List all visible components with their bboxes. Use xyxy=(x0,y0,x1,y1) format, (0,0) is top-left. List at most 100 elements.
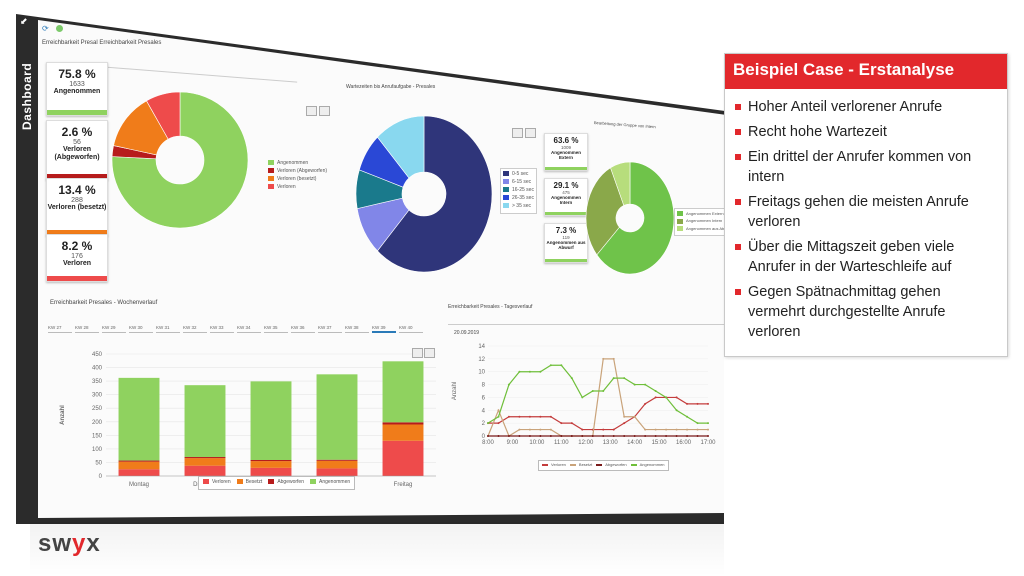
legend-item[interactable]: 26-35 sec xyxy=(503,195,534,201)
legend-item[interactable]: 0-5 sec xyxy=(503,171,534,177)
tab-kw[interactable]: KW 30 xyxy=(129,325,153,333)
info-bullet-list: Hoher Anteil verlorener Anrufe Recht hoh… xyxy=(725,97,1007,342)
legend-item[interactable]: 6-15 sec xyxy=(503,179,534,185)
data-point xyxy=(686,428,689,431)
x-tick-label: Freitag xyxy=(394,482,413,488)
bar-segment[interactable] xyxy=(250,467,292,476)
legend-item[interactable]: Angenommen xyxy=(310,479,350,485)
x-tick-label: 15:00 xyxy=(652,440,668,446)
tab-kw[interactable]: KW 38 xyxy=(345,325,369,333)
refresh-icon[interactable]: ⟳ xyxy=(42,24,49,33)
legend-item[interactable]: > 35 sec xyxy=(503,203,534,209)
y-tick-label: 6 xyxy=(482,395,486,401)
legend-item[interactable]: Besetzt xyxy=(569,462,592,467)
series-line[interactable] xyxy=(487,364,708,424)
info-box-title: Beispiel Case - Erstanalyse xyxy=(725,54,1007,89)
tab-kw[interactable]: KW 29 xyxy=(102,325,126,333)
legend-item[interactable]: Angenommen aus Abwurf xyxy=(677,226,724,232)
legend-item[interactable]: 16-25 sec xyxy=(503,187,534,193)
bar-segment[interactable] xyxy=(184,465,226,476)
bar-segment[interactable] xyxy=(316,374,358,460)
tab-kw[interactable]: KW 36 xyxy=(291,325,315,333)
bar-segment[interactable] xyxy=(118,460,160,462)
legend-item[interactable]: Verloren (besetzt) xyxy=(268,176,327,182)
legend-item[interactable]: Abgeworfen xyxy=(596,462,627,467)
data-point xyxy=(654,396,657,399)
legend-item[interactable]: Angenommen xyxy=(268,160,327,166)
info-bullet: Gegen Spätnachmittag gehen vermehrt durc… xyxy=(735,282,997,342)
legend-item[interactable]: Angenommen xyxy=(630,462,665,467)
chart-type-icon[interactable] xyxy=(306,106,317,116)
bar-segment[interactable] xyxy=(250,381,292,461)
tab-kw[interactable]: KW 35 xyxy=(264,325,288,333)
bar-segment[interactable] xyxy=(382,440,424,476)
back-arrow-icon[interactable]: ⬋ xyxy=(20,16,28,26)
series-line[interactable] xyxy=(487,358,708,437)
donut-slice[interactable] xyxy=(610,161,631,206)
data-point xyxy=(633,435,636,437)
bar-segment[interactable] xyxy=(184,457,226,459)
tab-kw[interactable]: KW 39 xyxy=(372,325,396,333)
data-point xyxy=(549,435,552,437)
tab-kw[interactable]: KW 40 xyxy=(399,325,423,333)
donut-slice[interactable] xyxy=(585,167,625,256)
legend-item[interactable]: Verloren xyxy=(542,462,566,467)
legend-item[interactable]: Angenommen Intern xyxy=(677,218,724,224)
data-point xyxy=(707,435,709,437)
y-tick-label: 400 xyxy=(92,366,103,372)
tab-kw[interactable]: KW 28 xyxy=(75,325,99,333)
donut-slice[interactable] xyxy=(377,115,425,179)
bar-segment[interactable] xyxy=(382,422,424,425)
tab-kw[interactable]: KW 37 xyxy=(318,325,342,333)
tab-kw[interactable]: KW 27 xyxy=(48,325,72,333)
bar-segment[interactable] xyxy=(250,460,292,462)
bar-segment[interactable] xyxy=(316,460,358,469)
data-point xyxy=(560,422,563,425)
y-tick-label: 0 xyxy=(482,434,486,440)
print-icon[interactable] xyxy=(412,348,423,358)
daily-date[interactable]: 20.09.2019 xyxy=(454,330,480,336)
bar-segment[interactable] xyxy=(316,459,358,461)
series-line[interactable] xyxy=(488,396,708,431)
bar-segment[interactable] xyxy=(316,468,358,476)
chart-type-icon[interactable] xyxy=(512,128,523,138)
info-bullet: Hoher Anteil verlorener Anrufe xyxy=(735,97,997,117)
tab-kw[interactable]: KW 34 xyxy=(237,325,261,333)
x-tick-label: 11:00 xyxy=(554,440,569,446)
bar-segment[interactable] xyxy=(250,461,292,468)
donut-slice[interactable] xyxy=(596,161,675,275)
donut-chart-wartezeiten xyxy=(355,115,493,273)
square-bullet-icon xyxy=(735,289,741,295)
bar-segment[interactable] xyxy=(118,377,160,461)
weekly-panel-title: Erreichbarkeit Presales - Wochenverlauf xyxy=(50,300,158,306)
data-point xyxy=(654,435,657,437)
donut-slice[interactable] xyxy=(146,91,181,140)
table-view-icon[interactable] xyxy=(424,348,435,358)
kpi-color-bar xyxy=(545,212,587,215)
bar-segment[interactable] xyxy=(118,461,160,470)
bar-segment[interactable] xyxy=(382,361,424,423)
legend-item[interactable]: Verloren (Abgeworfen) xyxy=(268,168,327,174)
legend-item[interactable]: Angenommen Extern xyxy=(677,211,724,217)
square-bullet-icon xyxy=(735,104,741,110)
legend-item[interactable]: Besetzt xyxy=(236,479,262,485)
legend-item[interactable]: Abgeworfen xyxy=(268,479,304,485)
donut-slice[interactable] xyxy=(111,91,249,229)
bar-segment[interactable] xyxy=(184,385,226,458)
tab-kw[interactable]: KW 33 xyxy=(210,325,234,333)
donut-slice[interactable] xyxy=(377,115,493,273)
table-view-icon[interactable] xyxy=(525,128,536,138)
daily-tab-strip[interactable] xyxy=(448,319,724,325)
data-point xyxy=(518,415,521,418)
tab-kw[interactable]: KW 32 xyxy=(183,325,207,333)
data-point xyxy=(707,402,709,405)
table-view-icon[interactable] xyxy=(319,106,330,116)
top-left-tab-strip[interactable] xyxy=(97,60,298,83)
tab-kw[interactable]: KW 31 xyxy=(156,325,180,333)
legend-item[interactable]: Verloren xyxy=(268,184,327,190)
bar-segment[interactable] xyxy=(118,469,160,476)
bar-segment[interactable] xyxy=(184,458,226,466)
legend-item[interactable]: Verloren xyxy=(203,479,231,485)
data-point xyxy=(549,428,552,431)
bar-segment[interactable] xyxy=(382,424,424,441)
